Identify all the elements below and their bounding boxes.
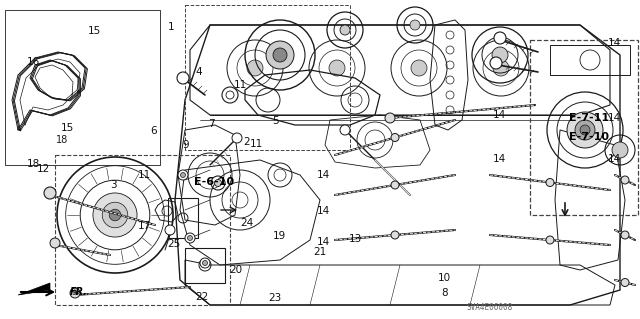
Circle shape [185,233,195,243]
Text: 6: 6 [150,126,157,136]
Circle shape [391,231,399,239]
Text: 8: 8 [442,288,448,299]
Circle shape [202,261,207,265]
Polygon shape [18,283,50,295]
Circle shape [492,47,508,63]
Circle shape [247,60,263,76]
Text: 14: 14 [608,113,621,123]
Circle shape [340,125,350,135]
Text: 16: 16 [27,57,40,67]
Text: 1: 1 [168,22,175,32]
Text: 14: 14 [317,237,330,248]
Circle shape [621,176,629,184]
Text: 7: 7 [208,119,214,130]
Text: 4: 4 [195,67,202,77]
Text: 21: 21 [314,247,326,257]
Circle shape [621,231,629,239]
Text: 20: 20 [229,264,242,275]
Circle shape [546,179,554,187]
Text: 14: 14 [493,110,506,120]
Bar [185,5,350,150]
Circle shape [621,278,629,286]
Text: 11: 11 [234,79,246,90]
Bar [185,248,225,283]
Text: 23: 23 [269,293,282,303]
Circle shape [411,60,427,76]
Text: 14: 14 [317,205,330,216]
Circle shape [612,142,628,158]
Text: 19: 19 [273,231,286,241]
Text: SVA4E06008: SVA4E06008 [467,303,513,313]
Text: 11: 11 [250,138,262,149]
Circle shape [93,193,137,237]
Circle shape [410,20,420,30]
Text: 24: 24 [240,218,253,228]
Circle shape [494,32,506,44]
Text: 9: 9 [182,140,189,150]
Circle shape [188,235,193,241]
Circle shape [178,170,188,180]
Text: 5: 5 [272,116,278,126]
Circle shape [200,258,210,268]
Text: 2: 2 [243,137,250,147]
Circle shape [340,25,350,35]
Text: 15: 15 [61,122,74,133]
Text: 10: 10 [438,272,451,283]
Bar [550,45,630,75]
Circle shape [102,202,128,228]
Circle shape [273,48,287,62]
Circle shape [329,60,345,76]
Circle shape [165,225,175,235]
Circle shape [567,112,603,148]
Text: FR.: FR. [70,287,88,297]
Bar [168,198,198,238]
Circle shape [50,238,60,248]
Circle shape [180,173,186,177]
Circle shape [580,125,590,135]
Circle shape [391,181,399,189]
Circle shape [177,72,189,84]
Circle shape [391,133,399,142]
Bar [55,155,230,305]
Text: E-7-11: E-7-11 [569,113,609,123]
Text: 15: 15 [88,26,101,36]
Text: E-6-10: E-6-10 [195,177,234,187]
Text: 12: 12 [37,164,50,174]
Circle shape [385,113,395,123]
Text: 17: 17 [138,221,150,232]
Circle shape [232,133,242,143]
Circle shape [546,236,554,244]
Circle shape [575,120,595,140]
Text: 18: 18 [27,159,40,169]
Text: 18: 18 [56,135,68,145]
Text: 3: 3 [111,180,117,190]
Circle shape [109,209,121,221]
Circle shape [493,60,509,76]
Text: 14: 14 [608,38,621,48]
Circle shape [44,187,56,199]
Bar [530,40,638,215]
Circle shape [266,41,294,69]
Circle shape [214,180,221,187]
Circle shape [490,57,502,69]
Text: 11: 11 [138,170,150,181]
Text: E-7-10: E-7-10 [569,132,609,142]
Text: 14: 14 [493,154,506,165]
Bar [5,10,160,165]
Text: 14: 14 [317,170,330,181]
Circle shape [70,288,80,298]
Text: 13: 13 [349,234,362,244]
Text: 22: 22 [195,292,208,302]
Text: 14: 14 [608,154,621,165]
Text: 25: 25 [168,239,180,249]
